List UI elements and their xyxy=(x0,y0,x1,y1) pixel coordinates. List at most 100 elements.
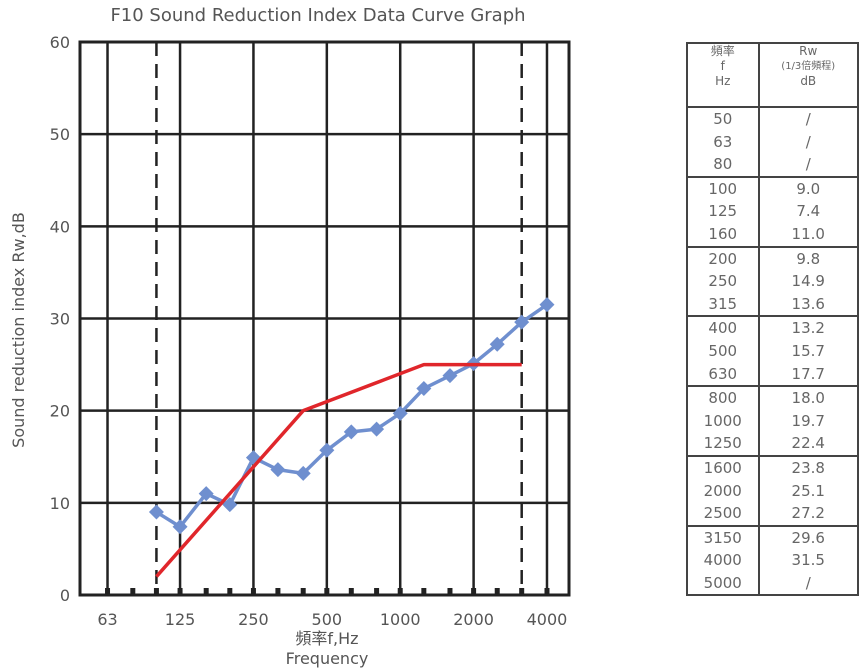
rw-cell-line: 18.0 xyxy=(791,389,825,408)
x-tick-label: 1000 xyxy=(380,610,421,629)
data-point-marker xyxy=(369,421,385,437)
x-axis-label: 頻率f,Hz xyxy=(295,629,358,648)
y-tick-label: 30 xyxy=(50,310,70,329)
rw-cell-line: 14.9 xyxy=(791,272,825,291)
rw-cell-line: / xyxy=(805,110,811,128)
freq-cell-line: 63 xyxy=(713,132,733,151)
band-tick xyxy=(324,588,330,595)
rw-cell-line: / xyxy=(805,132,811,151)
y-tick-label: 20 xyxy=(50,402,70,421)
data-point-marker xyxy=(270,462,286,478)
band-tick xyxy=(471,588,477,595)
x-axis-sublabel: Frequency xyxy=(286,649,369,668)
y-tick-label: 10 xyxy=(50,494,70,513)
band-tick xyxy=(203,588,209,595)
table-row: 100 125 160 9.0 7.4 11.0 xyxy=(686,176,859,248)
data-table: 頻率 f Hz Rw (1/3倍頻程) dB 50 63 80 / / / 100 125 160 9.0 7.… xyxy=(686,42,859,597)
band-tick xyxy=(374,588,380,595)
freq-cell-line: 2500 xyxy=(703,504,742,523)
x-tick-label: 63 xyxy=(97,610,117,629)
x-tick-label: 2000 xyxy=(453,610,494,629)
x-tick-label: 500 xyxy=(312,610,343,629)
freq-cell-line: 200 xyxy=(708,249,738,268)
rw-cell-line: 13.2 xyxy=(791,319,825,338)
freq-header-line: f xyxy=(720,59,725,73)
freq-cell-line: 3150 xyxy=(703,528,742,547)
freq-cell-line: 500 xyxy=(708,341,738,360)
reference-curve-line xyxy=(155,362,522,578)
data-point-marker xyxy=(514,314,530,330)
rw-cell: 13.2 15.7 17.7 xyxy=(757,316,859,388)
table-row: 200 250 315 9.8 14.9 13.6 xyxy=(686,246,859,318)
freq-cell: 100 125 160 xyxy=(686,176,760,248)
freq-cell-line: 1250 xyxy=(703,434,742,453)
band-tick xyxy=(519,588,525,595)
rw-cell-line: 11.0 xyxy=(791,224,825,243)
rw-cell-line: 22.4 xyxy=(791,434,825,453)
band-tick xyxy=(227,588,233,595)
freq-cell-line: 250 xyxy=(708,272,738,291)
table-header-row: 頻率 f Hz Rw (1/3倍頻程) dB xyxy=(686,43,859,108)
data-point-marker xyxy=(416,381,432,397)
band-tick xyxy=(177,588,183,595)
band-tick xyxy=(494,588,500,595)
data-point-marker xyxy=(343,424,359,440)
y-tick-label: 50 xyxy=(50,125,70,144)
table-row: 50 63 80 / / / xyxy=(686,107,859,178)
rw-cell: 9.8 14.9 13.6 xyxy=(757,246,859,318)
freq-cell-line: 160 xyxy=(708,224,738,243)
rw-cell-line: 9.0 xyxy=(796,179,821,198)
table-row: 800 1000 1250 18.0 19.7 22.4 xyxy=(686,386,859,457)
x-tick-label: 125 xyxy=(165,610,196,629)
rw-cell-line: 7.4 xyxy=(796,202,821,221)
rw-cell-line: 23.8 xyxy=(791,458,825,477)
y-tick-label: 60 xyxy=(50,33,70,52)
y-tick-label: 0 xyxy=(60,586,70,605)
rw-cell-line: 31.5 xyxy=(791,551,825,570)
freq-header-line: 頻率 xyxy=(710,44,735,58)
rw-header-line: dB xyxy=(800,74,817,88)
table-row: 1600 2000 2500 23.8 25.1 27.2 xyxy=(686,455,859,527)
band-tick xyxy=(447,588,453,595)
freq-cell: 3150 4000 5000 xyxy=(686,525,760,597)
rw-cell-line: 19.7 xyxy=(791,411,825,430)
freq-cell: 200 250 315 xyxy=(686,246,760,318)
freq-cell-line: 400 xyxy=(708,319,738,338)
freq-cell: 1600 2000 2500 xyxy=(686,455,760,527)
freq-cell: 400 500 630 xyxy=(686,316,760,388)
data-point-marker xyxy=(148,504,164,520)
rw-header-line: Rw xyxy=(799,44,818,58)
band-tick xyxy=(153,588,159,595)
rw-cell-line: 29.6 xyxy=(791,528,825,547)
freq-cell-line: 125 xyxy=(708,202,738,221)
data-point-marker xyxy=(489,336,505,352)
data-point-marker xyxy=(392,405,408,421)
x-tick-label: 250 xyxy=(238,610,269,629)
freq-cell: 50 63 80 xyxy=(686,107,760,178)
rw-cell: 18.0 19.7 22.4 xyxy=(757,386,859,457)
band-tick xyxy=(250,588,256,595)
data-point-marker xyxy=(172,519,188,535)
y-tick-label: 40 xyxy=(50,217,70,236)
band-tick xyxy=(544,588,550,595)
freq-header: 頻率 f Hz xyxy=(686,43,760,108)
rw-cell-line: 9.8 xyxy=(796,249,821,268)
freq-cell-line: 630 xyxy=(708,364,738,383)
rw-cell: 9.0 7.4 11.0 xyxy=(757,176,859,248)
x-tick-label: 4000 xyxy=(527,610,568,629)
data-point-marker xyxy=(295,465,311,481)
freq-cell-line: 1600 xyxy=(703,458,742,477)
band-tick xyxy=(421,588,427,595)
rw-cell-line: 15.7 xyxy=(791,341,825,360)
rw-cell: 29.6 31.5 / xyxy=(757,525,859,597)
band-tick xyxy=(397,588,403,595)
freq-cell-line: 50 xyxy=(713,110,733,128)
chart-title: F10 Sound Reduction Index Data Curve Gra… xyxy=(110,5,525,26)
freq-header-line: Hz xyxy=(715,74,731,88)
rw-cell-line: 13.6 xyxy=(791,294,825,313)
rw-cell: 23.8 25.1 27.2 xyxy=(757,455,859,527)
rw-cell-line: 27.2 xyxy=(791,504,825,523)
band-tick xyxy=(105,588,111,595)
rw-cell: / / / xyxy=(757,107,859,178)
